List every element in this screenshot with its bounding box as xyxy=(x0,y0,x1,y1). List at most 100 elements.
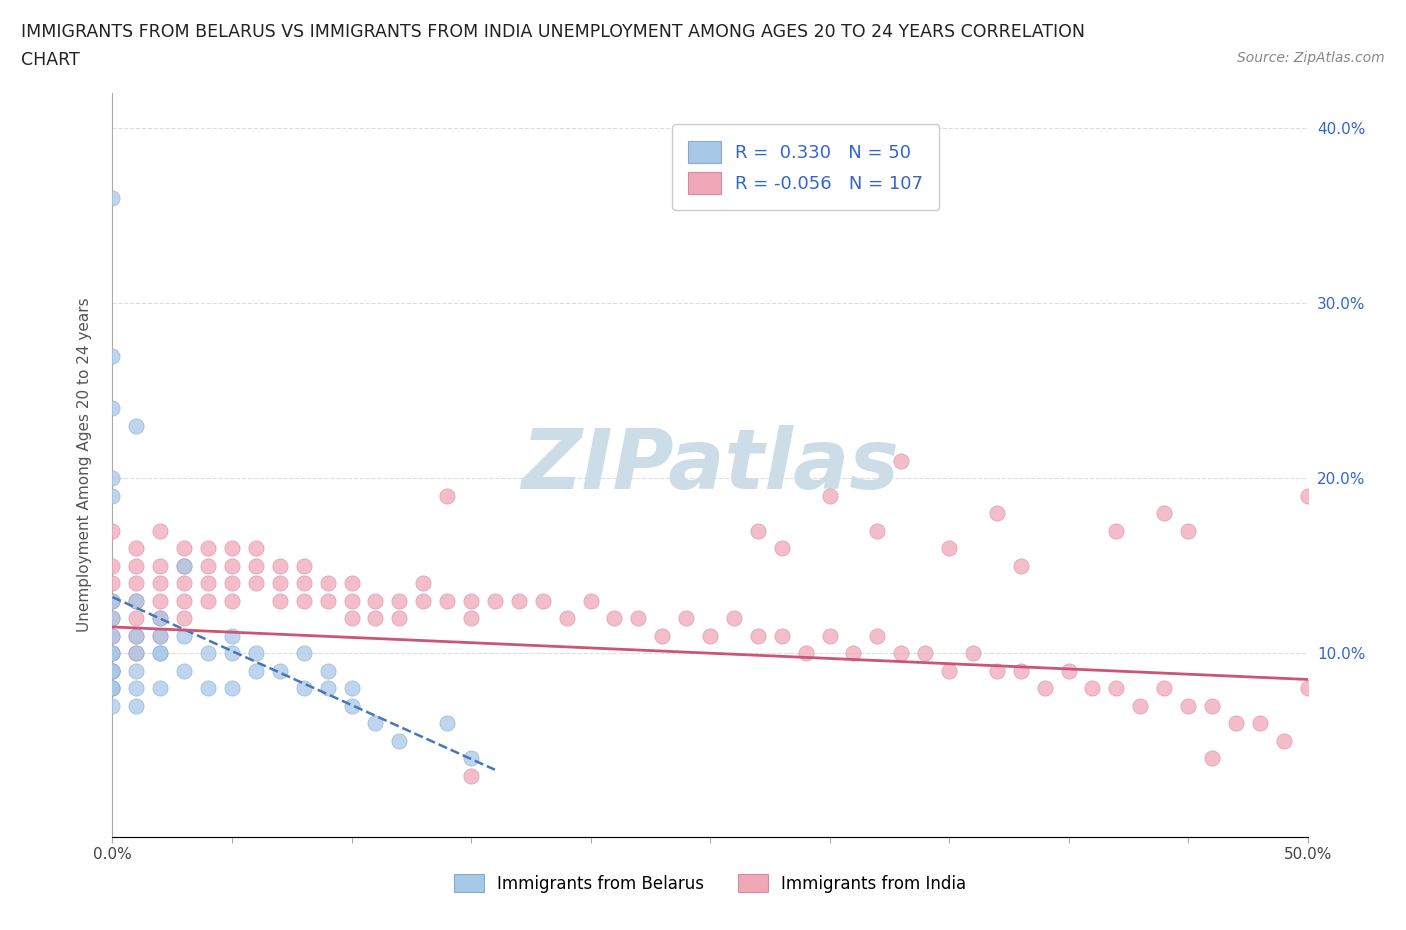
Point xyxy=(173,558,195,573)
Point xyxy=(316,593,339,608)
Point xyxy=(436,716,458,731)
Point xyxy=(149,576,172,591)
Point xyxy=(101,524,124,538)
Point xyxy=(101,663,124,678)
Point xyxy=(149,524,172,538)
Point xyxy=(1177,698,1199,713)
Point xyxy=(245,645,267,660)
Point xyxy=(221,540,243,555)
Point xyxy=(627,611,650,626)
Point xyxy=(173,663,195,678)
Text: IMMIGRANTS FROM BELARUS VS IMMIGRANTS FROM INDIA UNEMPLOYMENT AMONG AGES 20 TO 2: IMMIGRANTS FROM BELARUS VS IMMIGRANTS FR… xyxy=(21,23,1085,41)
Point xyxy=(1272,733,1295,748)
Point xyxy=(388,611,411,626)
Point xyxy=(125,540,148,555)
Point xyxy=(1129,698,1152,713)
Point xyxy=(412,576,434,591)
Point xyxy=(149,593,172,608)
Point xyxy=(101,191,124,206)
Point xyxy=(221,593,243,608)
Point xyxy=(1010,663,1032,678)
Point xyxy=(269,663,291,678)
Point xyxy=(101,401,124,416)
Point xyxy=(173,558,195,573)
Point xyxy=(986,663,1008,678)
Point xyxy=(125,558,148,573)
Point xyxy=(101,471,124,485)
Point xyxy=(101,593,124,608)
Point xyxy=(340,593,363,608)
Point xyxy=(316,663,339,678)
Point xyxy=(269,593,291,608)
Point xyxy=(101,611,124,626)
Point xyxy=(125,681,148,696)
Point xyxy=(1105,524,1128,538)
Point xyxy=(1033,681,1056,696)
Point xyxy=(149,645,172,660)
Point xyxy=(197,576,219,591)
Point xyxy=(221,558,243,573)
Point xyxy=(1153,506,1175,521)
Point xyxy=(125,629,148,644)
Point xyxy=(508,593,530,608)
Point xyxy=(340,576,363,591)
Point xyxy=(149,558,172,573)
Point xyxy=(101,645,124,660)
Text: ZIPatlas: ZIPatlas xyxy=(522,424,898,506)
Point xyxy=(173,611,195,626)
Point xyxy=(1296,681,1319,696)
Point xyxy=(866,629,889,644)
Point xyxy=(221,681,243,696)
Point xyxy=(197,540,219,555)
Point xyxy=(149,629,172,644)
Point xyxy=(340,611,363,626)
Point xyxy=(316,576,339,591)
Point xyxy=(149,611,172,626)
Point xyxy=(197,645,219,660)
Legend: Immigrants from Belarus, Immigrants from India: Immigrants from Belarus, Immigrants from… xyxy=(447,868,973,899)
Point xyxy=(125,645,148,660)
Point xyxy=(197,593,219,608)
Point xyxy=(101,558,124,573)
Point xyxy=(173,576,195,591)
Point xyxy=(747,629,769,644)
Point xyxy=(747,524,769,538)
Point xyxy=(125,645,148,660)
Point xyxy=(125,593,148,608)
Point xyxy=(173,540,195,555)
Point xyxy=(1105,681,1128,696)
Point xyxy=(125,576,148,591)
Point xyxy=(125,663,148,678)
Point xyxy=(269,576,291,591)
Point xyxy=(101,488,124,503)
Point xyxy=(1225,716,1247,731)
Point xyxy=(723,611,745,626)
Point xyxy=(1201,751,1223,765)
Point xyxy=(101,681,124,696)
Point xyxy=(460,611,482,626)
Point xyxy=(101,645,124,660)
Point xyxy=(292,593,315,608)
Point xyxy=(340,698,363,713)
Point xyxy=(460,768,482,783)
Y-axis label: Unemployment Among Ages 20 to 24 years: Unemployment Among Ages 20 to 24 years xyxy=(77,298,91,632)
Point xyxy=(364,593,387,608)
Point xyxy=(101,348,124,363)
Point xyxy=(388,593,411,608)
Point xyxy=(364,611,387,626)
Point xyxy=(818,488,841,503)
Point xyxy=(316,681,339,696)
Point xyxy=(986,506,1008,521)
Point xyxy=(962,645,984,660)
Point xyxy=(101,645,124,660)
Point xyxy=(1057,663,1080,678)
Point xyxy=(436,593,458,608)
Point xyxy=(460,593,482,608)
Point xyxy=(221,645,243,660)
Point xyxy=(890,453,912,468)
Text: Source: ZipAtlas.com: Source: ZipAtlas.com xyxy=(1237,51,1385,65)
Point xyxy=(125,629,148,644)
Point xyxy=(173,629,195,644)
Point xyxy=(555,611,578,626)
Point xyxy=(245,663,267,678)
